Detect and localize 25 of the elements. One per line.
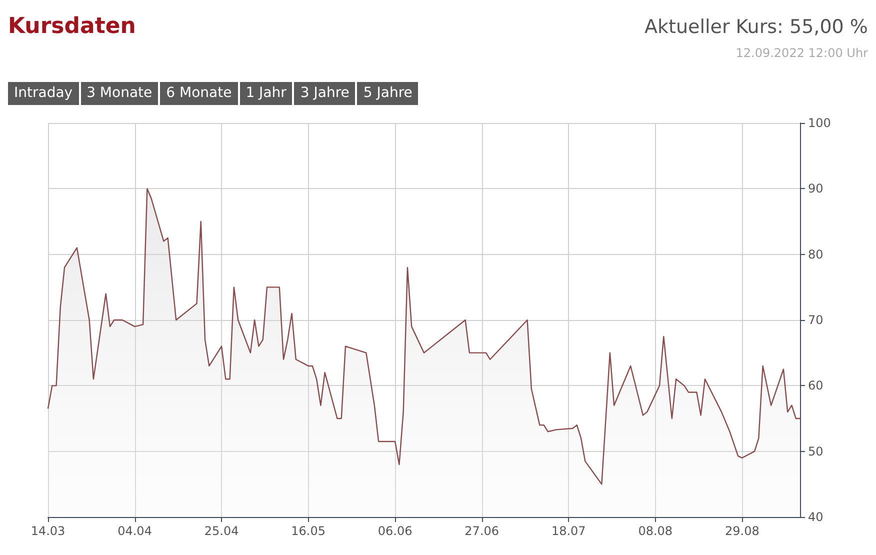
x-tick-label: 06.06 xyxy=(378,524,412,538)
text: 3 Monate xyxy=(80,82,158,105)
x-tick-label: 08.08 xyxy=(638,524,673,538)
x-tick-label: 29.08 xyxy=(724,524,760,538)
x-tick-label: 14.03 xyxy=(30,524,66,538)
chart-title: Kursdaten xyxy=(8,14,136,39)
x-tick-label: 27.06 xyxy=(464,524,500,538)
text: 3 Jahre xyxy=(294,82,356,105)
text: 5 Jahre xyxy=(357,82,418,105)
y-tick-label: 70 xyxy=(808,313,824,327)
y-tick-label: 100 xyxy=(808,116,831,130)
y-tick-label: 60 xyxy=(808,378,824,393)
text: Intraday xyxy=(8,82,79,105)
y-tick-label: 90 xyxy=(808,182,824,196)
text: 12.09.2022 12:00 Uhr xyxy=(736,46,868,60)
x-tick-label: 25.04 xyxy=(204,524,239,538)
x-tick-label: 04.04 xyxy=(118,524,152,538)
x-tick-label: 18.07 xyxy=(551,524,586,538)
text: 6 Monate xyxy=(160,82,238,105)
text: Aktueller Kurs: 55,00 % xyxy=(644,16,868,38)
y-tick-label: 50 xyxy=(808,444,824,458)
text: 1 Jahr xyxy=(240,82,292,105)
y-tick-label: 80 xyxy=(808,247,824,262)
y-tick-label: 40 xyxy=(808,510,824,524)
x-tick-label: 16.05 xyxy=(291,524,326,538)
